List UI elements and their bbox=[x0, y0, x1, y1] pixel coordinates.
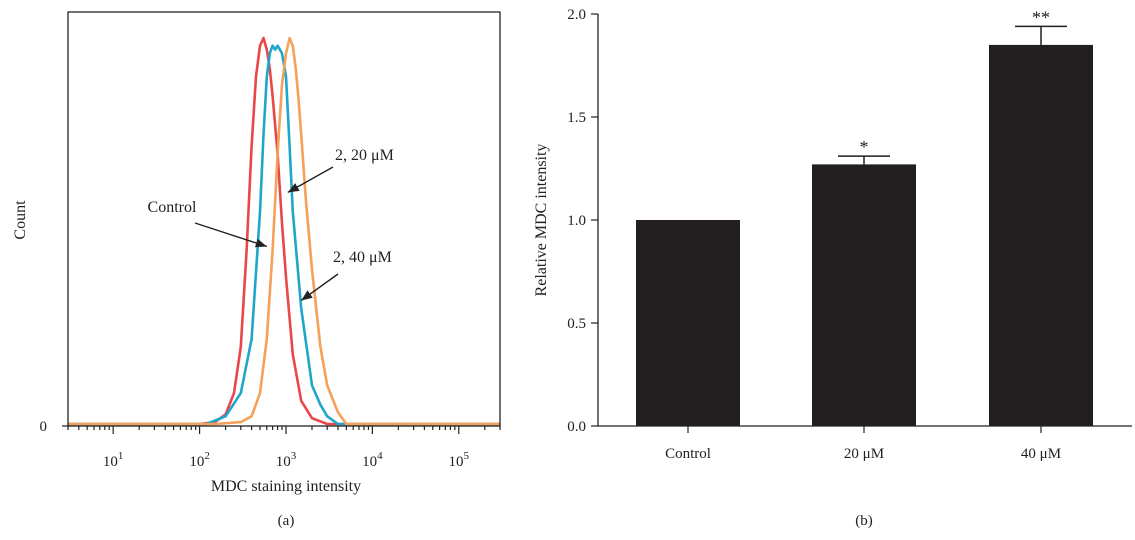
bar-y-tick-label: 0.0 bbox=[567, 419, 586, 435]
histogram-annotation-arrowhead bbox=[254, 238, 267, 248]
histogram-annotation-label: 2, 20 μM bbox=[335, 147, 394, 164]
bar-y-tick-label: 1.5 bbox=[567, 110, 586, 126]
histogram-x-tick-label: 104 bbox=[362, 450, 383, 470]
histogram-series-group bbox=[68, 36, 500, 426]
histogram-series-line-3 bbox=[68, 36, 500, 426]
histogram-y-axis-title: Count bbox=[12, 200, 29, 240]
histogram-x-tick-label: 102 bbox=[189, 450, 210, 470]
bar-x-tick-label: Control bbox=[665, 446, 711, 462]
bar-x-tick-labels: Control 20 μM 40 μM bbox=[665, 426, 1061, 462]
bar-significance-label: * bbox=[860, 137, 869, 157]
histogram-x-tick-labels: 101 102 103 104 105 bbox=[103, 450, 470, 470]
histogram-annotation-arrow-line bbox=[194, 222, 268, 248]
histogram-y-tick-label: 0 bbox=[40, 419, 48, 435]
bar-x-tick-label: 20 μM bbox=[844, 446, 884, 462]
histogram-x-axis-title: MDC staining intensity bbox=[211, 478, 361, 495]
bar-y-tick-label: 1.0 bbox=[567, 213, 586, 229]
histogram-x-ticks bbox=[62, 425, 501, 434]
bar-group: *** bbox=[636, 7, 1093, 427]
histogram-plot-frame bbox=[67, 11, 501, 427]
histogram-x-tick-label: 105 bbox=[449, 450, 470, 470]
bar-3 bbox=[989, 44, 1093, 427]
histogram-annotation-label: 2, 40 μM bbox=[333, 249, 392, 266]
panel-label-a: (a) bbox=[278, 513, 295, 529]
histogram-series-line-2 bbox=[68, 44, 500, 426]
histogram-annotations: Control 2, 20 μM 2, 40 μM bbox=[148, 147, 394, 302]
bar-y-axis: 0.0 0.5 1.0 1.5 2.0 bbox=[567, 7, 599, 435]
histogram-annotation-arrowhead bbox=[287, 183, 300, 193]
histogram-series-line-1 bbox=[68, 36, 500, 426]
bar-y-tick-label: 2.0 bbox=[567, 7, 586, 23]
bar-significance-label: ** bbox=[1032, 7, 1050, 27]
histogram-x-tick-label: 101 bbox=[103, 450, 124, 470]
bar-1 bbox=[636, 220, 740, 426]
bar-2 bbox=[812, 164, 916, 426]
histogram-annotation-arrowhead bbox=[301, 290, 313, 301]
bar-y-tick-label: 0.5 bbox=[567, 316, 586, 332]
bar-y-axis-title: Relative MDC intensity bbox=[533, 144, 550, 297]
histogram-annotation-label: Control bbox=[148, 199, 197, 216]
histogram-x-tick-label: 103 bbox=[276, 450, 297, 470]
bar-chart-panel: Relative MDC intensity 0.0 0.5 1.0 1.5 2.0 *… bbox=[533, 7, 1132, 529]
panel-label-b: (b) bbox=[855, 513, 873, 529]
bar-x-tick-label: 40 μM bbox=[1021, 446, 1061, 462]
